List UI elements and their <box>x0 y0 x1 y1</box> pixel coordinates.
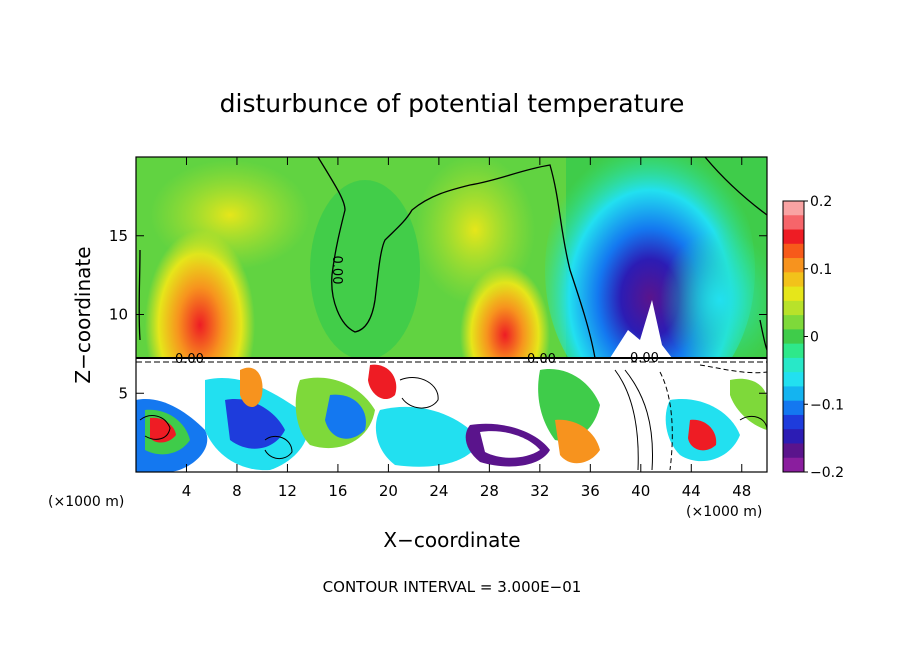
colorbar-swatch <box>783 300 804 316</box>
y-axis-label: Z−coordinate <box>71 246 95 383</box>
contour-label: 0.00 <box>527 352 556 367</box>
yellow-patch-1 <box>150 160 310 270</box>
contour-label: 0.00 <box>630 351 659 366</box>
lower-cyan-2 <box>375 406 480 467</box>
colorbar-swatch <box>783 400 804 416</box>
x-unit-left: (×1000 m) <box>48 494 124 510</box>
x-axis-label: X−coordinate <box>383 528 520 552</box>
colorbar-swatch <box>783 315 804 330</box>
colorbar-swatch <box>783 215 804 231</box>
colorbar-swatch <box>783 372 804 387</box>
colorbar-swatch <box>783 201 804 216</box>
contour-line-lower-6 <box>659 371 673 471</box>
colorbar-swatch <box>783 357 804 373</box>
x-tick-label: 20 <box>379 482 398 500</box>
y-tick-label: 15 <box>109 227 128 245</box>
colorbar-swatch <box>783 443 804 459</box>
colorbar-swatch <box>783 457 804 473</box>
lower-red-2 <box>368 364 397 400</box>
colorbar-ticks: 0.2 0.1 0 −0.1 −0.2 <box>804 194 844 481</box>
colorbar-tick-label: 0.1 <box>810 262 832 278</box>
x-tick-label: 12 <box>278 482 297 500</box>
contour-label: 0.00 <box>175 352 204 367</box>
colorbar-swatch <box>783 243 804 259</box>
contour-line-upper-1 <box>317 157 596 359</box>
colorbar-swatch <box>783 414 804 430</box>
x-tick-label: 32 <box>530 482 549 500</box>
x-tick-label: 48 <box>732 482 751 500</box>
contour-label: 0.00 <box>329 256 344 285</box>
colorbar-tick-label: −0.2 <box>810 465 844 481</box>
colorbar-swatch <box>783 272 804 288</box>
lower-green-3 <box>538 369 600 441</box>
y-tick-label: 10 <box>109 306 128 324</box>
x-tick-label: 8 <box>232 482 242 500</box>
contour-line-lower-4 <box>614 369 639 471</box>
plot-area <box>136 157 767 472</box>
lower-blue-3 <box>325 394 366 439</box>
x-axis-ticks: 4 8 12 16 20 24 28 32 36 40 44 48 <box>182 157 751 500</box>
x-tick-label: 40 <box>631 482 650 500</box>
chart-title: disturbunce of potential temperature <box>220 89 685 118</box>
contour-line-lower-5 <box>624 369 653 471</box>
y-axis-ticks: 5 10 15 <box>109 227 767 402</box>
contour-line-lower-3 <box>399 377 439 409</box>
yellow-patch-2 <box>415 157 535 305</box>
colorbar-swatch <box>783 258 804 273</box>
lower-orange-2 <box>555 419 600 464</box>
x-tick-label: 28 <box>480 482 499 500</box>
colorbar-swatch <box>783 329 804 345</box>
contour-line-upper-3 <box>138 249 141 341</box>
contour-line-lower-7 <box>699 364 767 374</box>
x-tick-label: 24 <box>429 482 448 500</box>
lower-orange-1 <box>240 367 263 408</box>
lower-red-1 <box>150 417 176 443</box>
contour-line-lower-2 <box>264 436 293 459</box>
green-core <box>310 180 420 360</box>
colorbar-tick-label: 0.2 <box>810 194 832 210</box>
colorbar-swatch <box>783 229 804 245</box>
colorbar <box>783 201 804 473</box>
y-tick-label: 5 <box>118 384 128 402</box>
x-tick-label: 4 <box>182 482 192 500</box>
x-tick-label: 36 <box>581 482 600 500</box>
x-tick-label: 44 <box>682 482 701 500</box>
x-unit-right: (×1000 m) <box>686 504 762 520</box>
colorbar-swatch <box>783 343 804 359</box>
colorbar-swatch <box>783 429 804 444</box>
colorbar-tick-label: −0.1 <box>810 397 844 413</box>
lower-white-1 <box>480 431 540 458</box>
contour-interval-text: CONTOUR INTERVAL = 3.000E−01 <box>323 578 582 596</box>
x-tick-label: 16 <box>328 482 347 500</box>
white-spike <box>610 300 672 358</box>
colorbar-swatch <box>783 286 804 302</box>
lower-red-3 <box>688 419 717 451</box>
colorbar-swatch <box>783 386 804 402</box>
colorbar-tick-label: 0 <box>810 330 819 346</box>
contour-line-upper-2 <box>704 157 767 216</box>
contour-line-lower-1 <box>139 415 171 440</box>
lower-blue-2 <box>225 399 285 449</box>
cyan-patch <box>660 230 767 370</box>
